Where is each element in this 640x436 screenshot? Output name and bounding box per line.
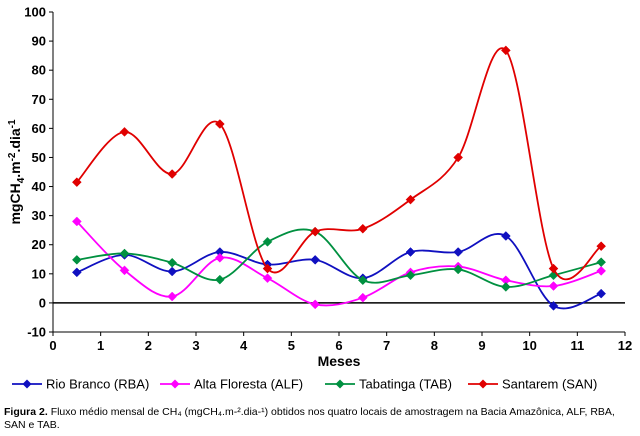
data-point: [548, 281, 559, 291]
y-axis-title-part: -1: [7, 119, 18, 128]
data-point: [262, 236, 273, 247]
y-tick-label: 0: [39, 295, 46, 310]
data-point: [357, 292, 368, 303]
data-point: [71, 216, 82, 227]
legend-entry: Rio Branco (RBA): [12, 377, 149, 392]
y-axis-title-part: 4: [16, 177, 27, 183]
series-rio-branco-rba: [71, 231, 607, 311]
y-tick-label: 40: [32, 179, 46, 194]
x-tick-label: 0: [49, 338, 56, 353]
data-point: [596, 288, 607, 299]
legend-label: Rio Branco (RBA): [46, 377, 149, 392]
y-tick-label: -10: [27, 325, 46, 340]
legend-swatch-marker: [170, 379, 180, 389]
y-tick-label: 100: [24, 5, 46, 20]
legend-swatch-marker: [22, 379, 32, 389]
series-line: [76, 233, 602, 310]
x-axis-title: Meses: [318, 353, 361, 369]
data-point: [214, 274, 225, 285]
legend-label: Alta Floresta (ALF): [194, 377, 303, 392]
series-tabatinga-tab: [71, 226, 607, 292]
figure-caption: Figura 2. Fluxo médio mensal de CH₄ (mgC…: [4, 406, 634, 432]
legend-entry: Santarem (SAN): [468, 377, 597, 392]
y-axis-title-part: .dia: [7, 128, 23, 152]
x-tick-label: 6: [335, 338, 342, 353]
data-point: [167, 291, 178, 302]
x-tick-label: 11: [570, 338, 584, 353]
legend-entry: Alta Floresta (ALF): [160, 377, 303, 392]
y-axis-title-part: mgCH: [7, 183, 23, 224]
data-point: [500, 282, 511, 292]
data-point: [119, 248, 130, 259]
data-point: [500, 45, 511, 56]
x-tick-label: 12: [618, 338, 632, 353]
data-point: [310, 299, 321, 310]
caption-label: Figura 2.: [4, 406, 48, 418]
data-point: [214, 252, 225, 263]
y-axis-title-part: -2: [7, 152, 18, 161]
y-tick-label: 70: [32, 92, 46, 107]
data-point: [357, 223, 368, 234]
y-tick-label: 20: [32, 237, 46, 252]
series-alta-floresta-alf: [71, 216, 607, 310]
x-tick-label: 9: [478, 338, 485, 353]
data-point: [214, 119, 225, 129]
data-point: [596, 241, 607, 252]
data-point: [548, 263, 559, 274]
caption-text: Fluxo médio mensal de CH₄ (mgCH₄.m-².dia…: [4, 406, 615, 431]
data-point: [405, 194, 416, 205]
legend-swatch-marker: [478, 379, 488, 389]
y-tick-label: 90: [32, 34, 46, 49]
data-point: [596, 266, 607, 276]
y-tick-label: 80: [32, 63, 46, 78]
data-point: [71, 255, 82, 265]
data-point: [405, 270, 416, 281]
data-point: [71, 267, 82, 278]
series-line: [76, 220, 602, 307]
data-point: [453, 264, 464, 275]
x-tick-label: 1: [97, 338, 104, 353]
y-axis-title: mgCH4.m-2.dia-1: [7, 119, 27, 225]
data-point: [167, 169, 178, 179]
data-point: [453, 152, 464, 163]
chart: -10 0 10 20 30 40 50 60 70 80 90 100 0 1 2 3 4 5 6 7 8 9 10 11 1…: [7, 5, 632, 392]
data-point: [357, 275, 368, 286]
x-tick-label: 5: [288, 338, 295, 353]
x-tick-label: 8: [431, 338, 438, 353]
y-tick-label: 10: [32, 266, 46, 281]
y-axis-title-part: .m: [7, 161, 23, 177]
x-tick-label: 2: [145, 338, 152, 353]
y-tick-label: 60: [32, 121, 46, 136]
legend-entry: Tabatinga (TAB): [325, 377, 452, 392]
data-point: [500, 231, 511, 241]
data-point: [596, 257, 607, 268]
x-tick-label: 7: [383, 338, 390, 353]
series-santarem-san: [71, 45, 607, 281]
series-line: [76, 47, 602, 281]
data-point: [262, 273, 273, 284]
data-point: [453, 247, 464, 257]
data-point: [71, 177, 82, 188]
legend-swatch-marker: [335, 379, 345, 389]
data-point: [119, 265, 130, 276]
x-tick-label: 3: [192, 338, 199, 353]
data-point: [167, 257, 178, 268]
data-point: [405, 247, 416, 257]
data-point: [119, 127, 130, 137]
data-point: [262, 263, 273, 274]
data-point: [548, 300, 559, 311]
data-point: [310, 255, 321, 265]
y-tick-label: 50: [32, 150, 46, 165]
legend-label: Tabatinga (TAB): [359, 377, 452, 392]
legend-label: Santarem (SAN): [502, 377, 597, 392]
x-tick-label: 4: [240, 338, 248, 353]
x-tick-label: 10: [522, 338, 536, 353]
data-point: [167, 266, 178, 277]
y-tick-label: 30: [32, 208, 46, 223]
data-point: [310, 226, 321, 237]
